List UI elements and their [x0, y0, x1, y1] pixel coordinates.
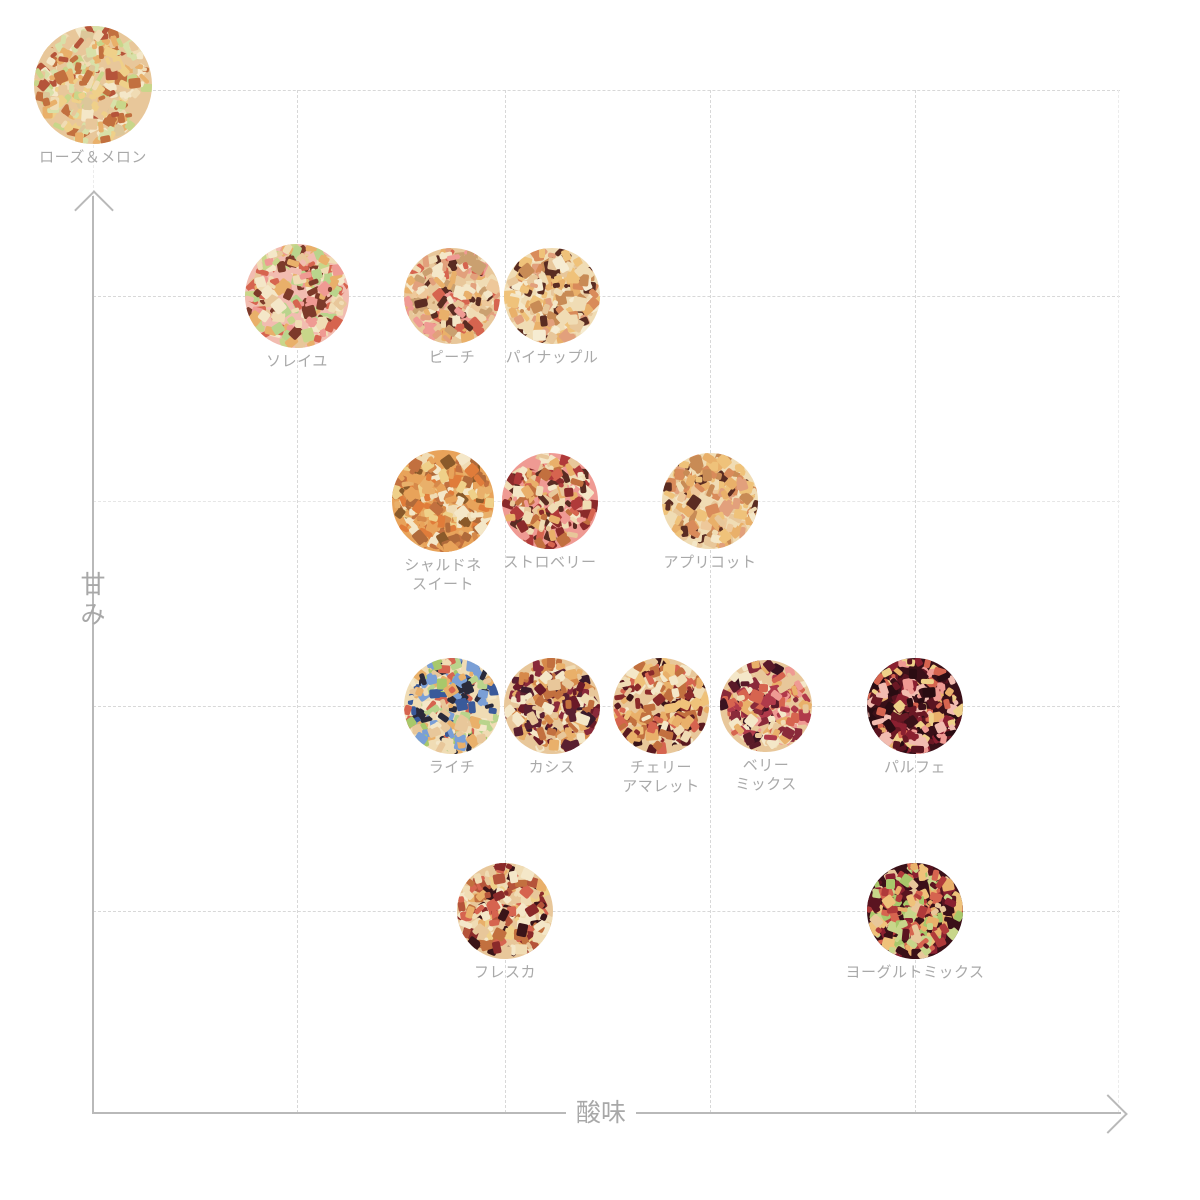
product-item[interactable]: パイナップル — [452, 248, 652, 367]
product-label: シャルドネ スイート — [404, 557, 482, 593]
product-item[interactable]: シャルドネ スイート — [343, 450, 543, 594]
product-label: ヨーグルトミックス — [845, 964, 985, 981]
product-item[interactable]: ヨーグルトミックス — [815, 863, 1015, 982]
product-image[interactable] — [662, 453, 758, 549]
product-item[interactable]: ピーチ — [352, 248, 552, 367]
y-axis-label-char-1: 甘 — [80, 571, 106, 599]
product-item[interactable]: ベリー ミックス — [666, 660, 866, 794]
product-image[interactable] — [245, 244, 349, 348]
product-item[interactable]: カシス — [452, 658, 652, 777]
product-label: ライチ — [428, 759, 476, 776]
grid-line-vertical — [710, 90, 711, 1113]
product-label: アプリコット — [663, 554, 757, 571]
y-axis-label: 甘 み — [76, 570, 110, 630]
product-item[interactable]: ソレイユ — [197, 244, 397, 371]
product-image[interactable] — [867, 658, 963, 754]
product-label: ソレイユ — [266, 353, 328, 370]
product-item[interactable]: ストロベリー — [450, 453, 650, 572]
grid-line-horizontal — [93, 706, 1120, 707]
product-image[interactable] — [404, 248, 500, 344]
product-label: パルフェ — [883, 759, 946, 776]
product-image[interactable] — [457, 863, 553, 959]
product-label: ストロベリー — [503, 554, 597, 571]
product-label: チェリー アマレット — [622, 759, 700, 795]
product-image[interactable] — [504, 248, 600, 344]
product-label: ローズ＆メロン — [39, 149, 147, 166]
y-axis-arrow-icon — [74, 190, 114, 230]
product-label: パイナップル — [505, 349, 599, 366]
product-label: ベリー ミックス — [735, 757, 797, 793]
y-axis-line — [92, 196, 94, 1114]
product-item[interactable]: チェリー アマレット — [561, 658, 761, 796]
product-item[interactable]: ライチ — [352, 658, 552, 777]
product-item[interactable]: ローズ＆メロン — [0, 26, 193, 167]
product-image[interactable] — [34, 26, 152, 144]
product-label: フレスカ — [473, 964, 536, 981]
product-item[interactable]: フレスカ — [405, 863, 605, 982]
grid-line-horizontal — [93, 911, 1120, 912]
grid-line-vertical — [1118, 90, 1119, 1113]
x-axis-arrow-icon — [1088, 1094, 1128, 1134]
y-axis-label-char-2: み — [80, 601, 106, 629]
product-image[interactable] — [613, 658, 709, 754]
product-image[interactable] — [502, 453, 598, 549]
product-image[interactable] — [392, 450, 494, 552]
grid-line-horizontal — [93, 501, 1120, 502]
product-label: ピーチ — [428, 349, 476, 366]
grid-line-vertical — [297, 90, 298, 1113]
product-item[interactable]: パルフェ — [815, 658, 1015, 777]
product-item[interactable]: アプリコット — [610, 453, 810, 572]
grid-line-horizontal — [93, 90, 1120, 91]
product-image[interactable] — [867, 863, 963, 959]
product-label: カシス — [528, 759, 576, 776]
x-axis-label: 酸味 — [566, 1095, 637, 1131]
product-image[interactable] — [720, 660, 812, 752]
grid-line-horizontal — [93, 296, 1120, 297]
product-image[interactable] — [504, 658, 600, 754]
grid-line-vertical — [915, 90, 916, 1113]
grid-line-vertical — [505, 90, 506, 1113]
product-image[interactable] — [404, 658, 500, 754]
